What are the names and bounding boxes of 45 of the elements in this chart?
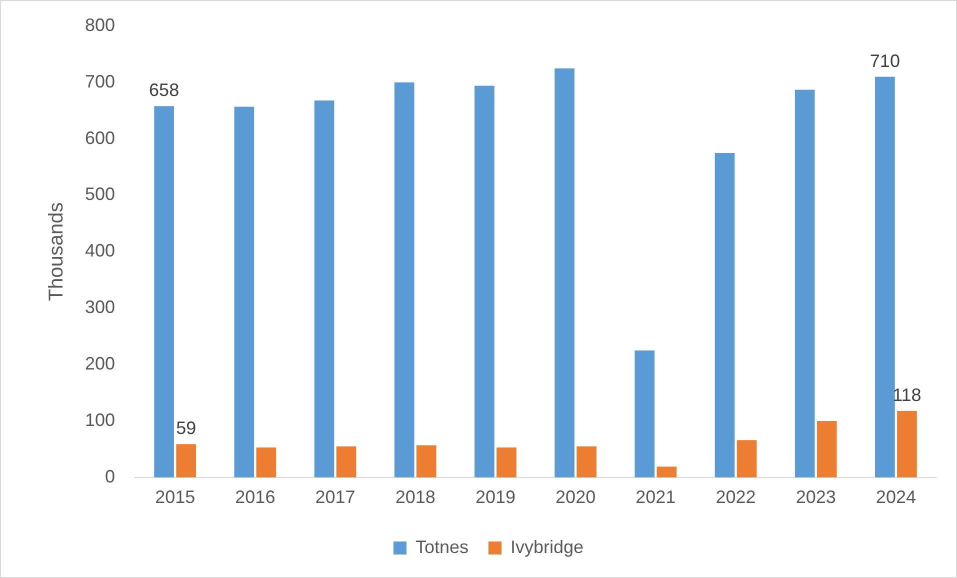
bar xyxy=(394,82,414,478)
x-tick-label: 2023 xyxy=(796,487,836,508)
y-tick-label: 200 xyxy=(84,354,116,374)
y-tick-label: 0 xyxy=(105,466,116,486)
x-tick-label: 2022 xyxy=(716,487,756,508)
bar xyxy=(656,466,677,478)
y-tick-label: 100 xyxy=(84,410,116,430)
data-label: 59 xyxy=(176,418,196,438)
x-tick-label: 2024 xyxy=(876,487,916,508)
y-tick-label: 400 xyxy=(84,240,116,261)
bar xyxy=(634,350,655,478)
y-tick-label: 800 xyxy=(84,14,116,35)
bar xyxy=(816,420,837,478)
x-tick-label: 2020 xyxy=(556,487,596,508)
bar xyxy=(875,76,895,478)
bar xyxy=(554,68,574,478)
legend-label: Totnes xyxy=(415,536,469,557)
bar xyxy=(496,447,516,478)
bar xyxy=(234,106,254,478)
y-tick-label: 600 xyxy=(84,128,116,148)
y-tick-label: 700 xyxy=(84,71,116,92)
y-tick-label: 300 xyxy=(84,297,116,318)
bar xyxy=(897,410,917,478)
bar xyxy=(154,106,174,478)
bar xyxy=(714,152,735,478)
x-tick-label: 2021 xyxy=(636,487,676,508)
bar xyxy=(256,447,276,478)
x-tick-label: 2017 xyxy=(315,487,356,508)
data-label: 710 xyxy=(870,50,900,71)
bar xyxy=(474,86,494,478)
x-tick-label: 2015 xyxy=(155,487,196,508)
x-tick-label: 2019 xyxy=(475,487,516,508)
x-tick-label: 2018 xyxy=(395,487,436,508)
legend-label: Ivybridge xyxy=(510,536,584,557)
bar xyxy=(794,90,815,478)
x-tick-label: 2016 xyxy=(235,487,276,508)
bar xyxy=(416,445,436,478)
y-axis-title: Thousands xyxy=(46,202,68,302)
bar xyxy=(576,446,596,478)
bar xyxy=(176,444,196,478)
data-label: 658 xyxy=(149,80,180,100)
bar xyxy=(736,440,757,478)
y-tick-label: 500 xyxy=(84,184,116,204)
bar xyxy=(314,100,334,478)
bar xyxy=(336,446,356,478)
